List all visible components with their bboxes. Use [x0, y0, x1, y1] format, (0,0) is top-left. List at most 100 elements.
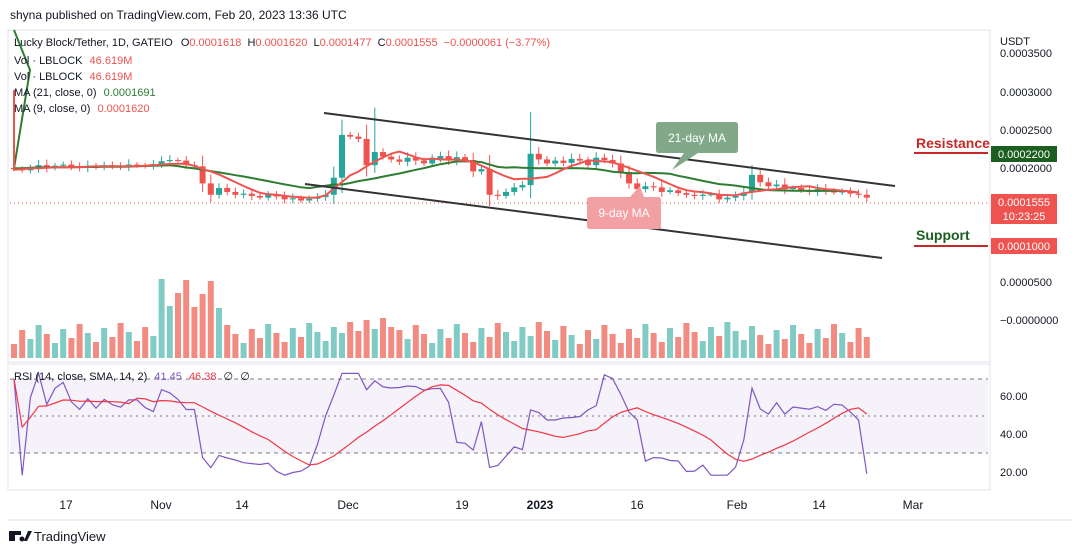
legend-ohlc-line: Lucky Block/Tether, 1D, GATEIO O0.000161…	[14, 37, 550, 49]
volume-bar	[568, 335, 575, 358]
volume-bar	[527, 336, 534, 358]
candle	[207, 174, 214, 202]
legend-h-value: 0.0001620	[255, 37, 307, 49]
legend-ma9: MA (9, close, 0) 0.0001620	[14, 103, 149, 115]
candle	[749, 165, 755, 200]
volume-bar	[84, 333, 91, 358]
volume-bar	[576, 344, 583, 358]
price-axis-label: 0.0000500	[1000, 277, 1052, 289]
candle	[175, 157, 181, 163]
ma21-tag-text: 21-day MA	[668, 131, 726, 145]
legend-vol1-value: 46.619M	[90, 55, 133, 67]
volume-bar	[831, 324, 837, 358]
candle	[289, 193, 296, 204]
candle	[494, 189, 501, 200]
support-price-text: 0.0001000	[998, 241, 1050, 253]
legend-change: −0.0000061 (−3.77%)	[444, 37, 550, 49]
candle	[412, 152, 419, 166]
volume-bar	[76, 324, 83, 358]
volume-bar	[11, 344, 17, 358]
volume-bar	[716, 336, 723, 358]
price-axis-label: 0.0002000	[1000, 163, 1052, 175]
rsi-line	[13, 371, 868, 476]
volume-bar	[273, 333, 280, 358]
candle	[257, 193, 263, 200]
volume-bar	[150, 336, 157, 358]
candle	[363, 124, 370, 177]
volume-bar	[240, 343, 247, 358]
volume-bar	[634, 338, 641, 358]
price-axis-currency: USDT	[1000, 36, 1030, 48]
volume-bar	[470, 342, 477, 358]
volume-bar	[855, 328, 862, 358]
volume-bar	[183, 280, 190, 358]
rsi-legend-value2: 46.38	[189, 371, 217, 383]
volume-bar	[207, 281, 214, 358]
candle	[642, 181, 649, 193]
time-axis-label: 19	[455, 498, 469, 512]
volume-bar	[798, 334, 805, 358]
support-price-tag	[991, 238, 1057, 254]
legend-vol2-value: 46.619M	[90, 71, 133, 83]
volume-bar	[601, 325, 608, 358]
channel-upper-line	[323, 112, 896, 187]
volume-bar	[519, 327, 526, 358]
volume-bar	[691, 332, 698, 358]
volume-bar	[339, 333, 345, 358]
legend-h-label: H	[247, 37, 255, 49]
volume-bar	[43, 334, 50, 358]
volume-bar	[232, 334, 239, 358]
volume-bar	[609, 334, 616, 358]
volume-bar	[585, 330, 591, 358]
legend-vol1-label: Vol · LBLOCK	[14, 55, 83, 67]
volume-bar	[790, 325, 796, 358]
candle	[863, 189, 870, 203]
volume-bar	[724, 322, 731, 358]
volume-bar	[265, 324, 272, 358]
volume-bar	[396, 330, 403, 358]
price-axis-label: 0.0003500	[1000, 48, 1052, 60]
volume-bar	[52, 343, 58, 358]
volume-bar	[158, 279, 165, 358]
volume-bar	[355, 331, 362, 358]
volume-bar	[248, 329, 255, 358]
resistance-label: Resistance	[916, 135, 990, 151]
volume-bar	[822, 338, 829, 358]
volume-bar	[224, 325, 231, 358]
volume-bar	[708, 327, 714, 358]
time-axis-label: 2023	[527, 498, 554, 512]
volume-bar	[306, 323, 313, 358]
volume-bar	[363, 320, 370, 358]
candle	[527, 112, 534, 199]
volume-bar	[535, 322, 542, 358]
publisher-text: shyna published on TradingView.com, Feb …	[10, 8, 347, 22]
volume-bar	[412, 325, 419, 358]
volume-bar	[101, 328, 108, 358]
candle	[470, 152, 477, 178]
volume-bar	[60, 329, 67, 358]
volume-bar	[863, 337, 870, 358]
volume-bar	[347, 322, 354, 358]
price-pane	[7, 29, 991, 363]
candle	[240, 189, 247, 199]
tv-brand-text: TradingView	[34, 529, 106, 544]
candle	[355, 132, 362, 143]
candle	[658, 181, 665, 197]
candle	[855, 189, 862, 199]
volume-bar	[429, 343, 436, 358]
ma21-annotation: 21-day MA	[656, 122, 738, 170]
candle	[503, 188, 509, 199]
rsi-legend-value3: ∅	[224, 371, 234, 383]
legend-vol1: Vol · LBLOCK 46.619M	[14, 55, 132, 67]
volume-bar	[806, 343, 813, 358]
candle	[437, 151, 444, 163]
candle	[585, 156, 591, 169]
legend-ma9-value: 0.0001620	[97, 103, 149, 115]
rsi-legend-label: RSI (14, close, SMA, 14, 2)	[14, 371, 147, 383]
legend-c-label: C	[378, 37, 386, 49]
rsi-legend-value1: 41.45	[154, 371, 182, 383]
volume-bar	[462, 333, 468, 358]
volume-bar	[560, 326, 567, 358]
volume-bar	[544, 331, 550, 358]
volume-bar	[388, 327, 395, 358]
